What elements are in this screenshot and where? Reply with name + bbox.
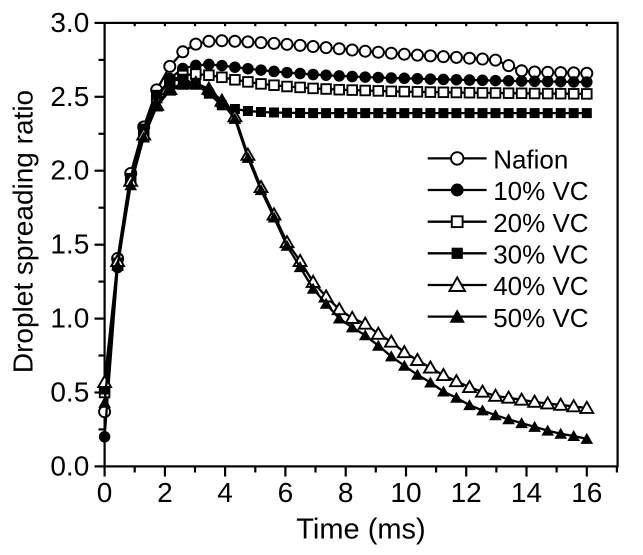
svg-text:14: 14 <box>511 477 542 508</box>
svg-text:4: 4 <box>217 477 233 508</box>
svg-text:40% VC: 40% VC <box>493 271 588 301</box>
svg-text:Droplet spreading ratio: Droplet spreading ratio <box>8 90 39 373</box>
svg-text:16: 16 <box>571 477 602 508</box>
svg-text:10% VC: 10% VC <box>493 176 588 206</box>
svg-text:Nafion: Nafion <box>493 145 568 175</box>
svg-text:2.0: 2.0 <box>50 155 89 186</box>
svg-text:20% VC: 20% VC <box>493 208 588 238</box>
svg-text:Time (ms): Time (ms) <box>296 514 425 546</box>
svg-text:6: 6 <box>278 477 294 508</box>
svg-text:1.0: 1.0 <box>50 303 89 334</box>
svg-text:30% VC: 30% VC <box>493 240 588 270</box>
svg-text:12: 12 <box>451 477 482 508</box>
svg-text:50% VC: 50% VC <box>493 303 588 333</box>
svg-text:2.5: 2.5 <box>50 81 89 112</box>
svg-text:1.5: 1.5 <box>50 229 89 260</box>
svg-text:0: 0 <box>97 477 113 508</box>
svg-text:3.0: 3.0 <box>50 7 89 38</box>
svg-text:10: 10 <box>390 477 421 508</box>
svg-text:0.0: 0.0 <box>50 450 89 481</box>
svg-text:2: 2 <box>157 477 173 508</box>
svg-text:8: 8 <box>338 477 354 508</box>
svg-text:0.5: 0.5 <box>50 377 89 408</box>
